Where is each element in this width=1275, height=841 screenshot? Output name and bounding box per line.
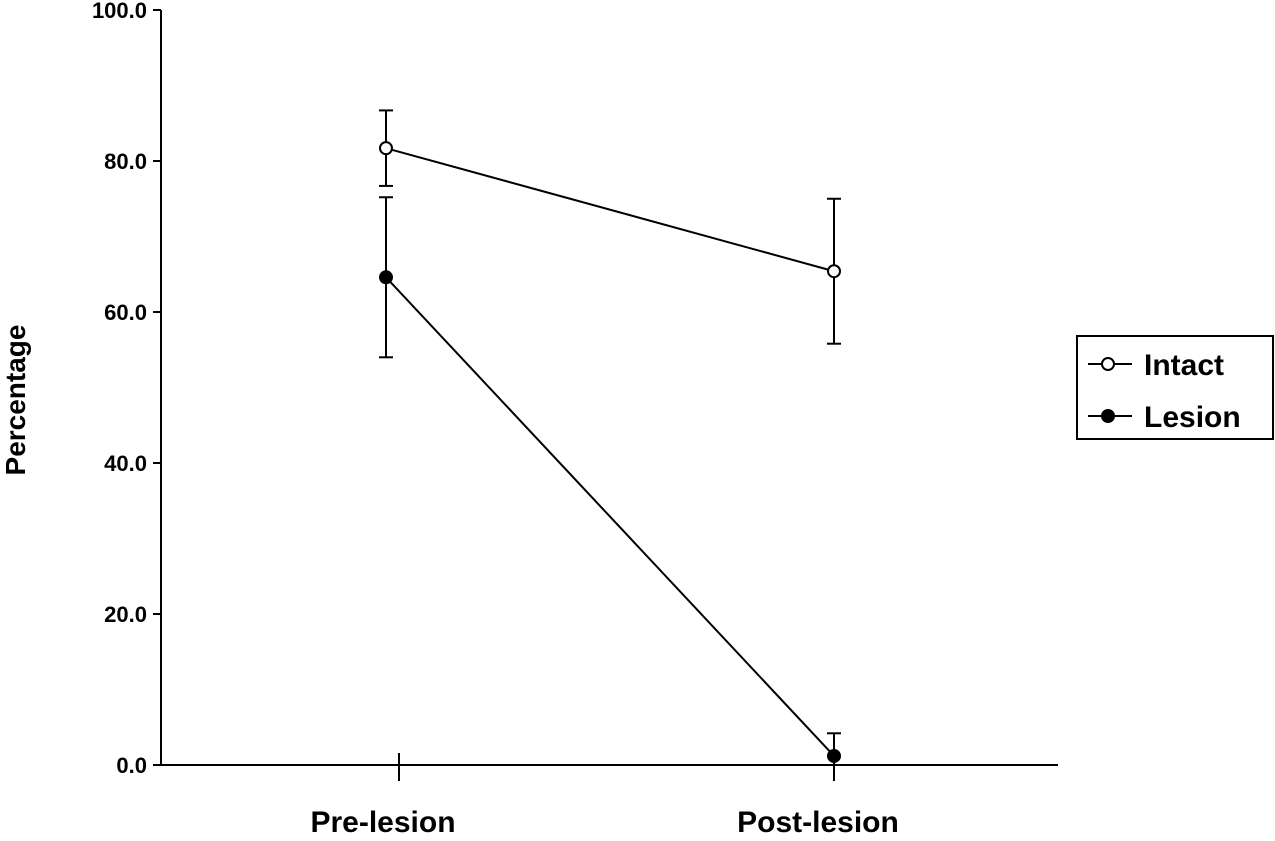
data-point <box>827 748 841 763</box>
y-tick-label: 100.0 <box>92 0 147 23</box>
y-axis-title: Percentage <box>0 325 31 476</box>
legend-marker <box>1101 357 1115 371</box>
y-tick-label: 40.0 <box>104 451 147 476</box>
data-point <box>379 270 393 285</box>
series-line <box>385 276 835 757</box>
y-tick-label: 0.0 <box>116 753 147 778</box>
x-category-label: Pre-lesion <box>310 806 455 836</box>
x-category-label: Post-lesion <box>737 806 899 836</box>
axes: 0.0 20.0 40.0 60.0 80.0 100.0 Pre-lesion Post-l… <box>0 0 1058 839</box>
series-layer <box>379 109 841 766</box>
y-tick-label: 80.0 <box>104 149 147 174</box>
series-intact <box>379 109 841 345</box>
series-line <box>385 147 835 273</box>
legend-marker <box>1101 409 1115 423</box>
legend: Intact Lesion <box>1076 335 1274 440</box>
legend-label: Lesion <box>1144 401 1241 434</box>
y-tick-label: 20.0 <box>104 602 147 627</box>
series-lesion <box>379 196 841 766</box>
y-tick-label: 60.0 <box>104 300 147 325</box>
data-point <box>827 264 841 279</box>
legend-label: Intact <box>1144 349 1224 382</box>
data-point <box>379 141 393 156</box>
